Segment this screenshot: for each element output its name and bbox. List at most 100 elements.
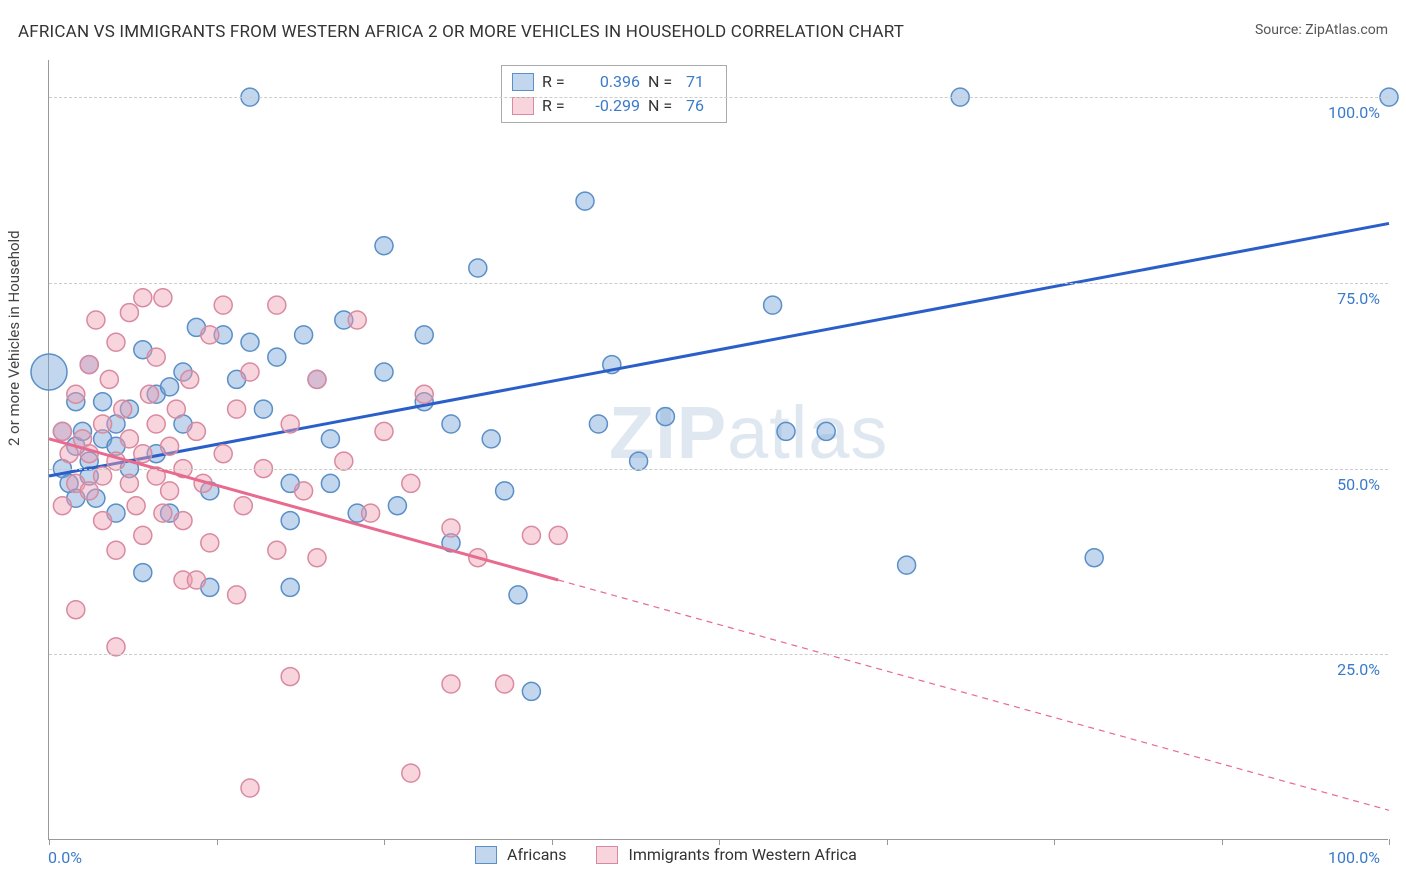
scatter-point bbox=[53, 422, 71, 440]
scatter-point bbox=[321, 430, 339, 448]
scatter-point bbox=[31, 354, 67, 390]
gridline-h bbox=[49, 283, 1388, 284]
scatter-point bbox=[308, 370, 326, 388]
scatter-point bbox=[107, 333, 125, 351]
scatter-point bbox=[154, 289, 172, 307]
scatter-point bbox=[375, 237, 393, 255]
scatter-point bbox=[214, 296, 232, 314]
scatter-point bbox=[589, 415, 607, 433]
legend-correlation-row: R =0.396N =71 bbox=[512, 70, 716, 94]
scatter-point bbox=[67, 385, 85, 403]
source-label: Source: ZipAtlas.com bbox=[1255, 22, 1388, 38]
scatter-point bbox=[482, 430, 500, 448]
scatter-point bbox=[141, 385, 159, 403]
legend-r-value: 0.396 bbox=[580, 70, 640, 94]
scatter-point bbox=[509, 586, 527, 604]
scatter-point bbox=[630, 452, 648, 470]
scatter-point bbox=[120, 304, 138, 322]
chart-svg bbox=[49, 60, 1388, 839]
legend-correlation: R =0.396N =71R =-0.299N =76 bbox=[501, 65, 727, 123]
scatter-point bbox=[442, 415, 460, 433]
x-tick bbox=[1054, 839, 1055, 845]
scatter-point bbox=[496, 482, 514, 500]
scatter-point bbox=[764, 296, 782, 314]
legend-swatch bbox=[596, 846, 618, 864]
scatter-point bbox=[241, 363, 259, 381]
scatter-point bbox=[201, 326, 219, 344]
scatter-point bbox=[87, 311, 105, 329]
trend-line bbox=[49, 439, 558, 580]
legend-r-key: R = bbox=[542, 70, 572, 94]
scatter-point bbox=[576, 192, 594, 210]
legend-swatch bbox=[512, 97, 534, 115]
scatter-point bbox=[134, 289, 152, 307]
scatter-point bbox=[388, 497, 406, 515]
scatter-point bbox=[348, 311, 366, 329]
x-tick bbox=[887, 839, 888, 845]
legend-swatch bbox=[475, 846, 497, 864]
scatter-point bbox=[53, 497, 71, 515]
scatter-point bbox=[268, 296, 286, 314]
scatter-point bbox=[549, 526, 567, 544]
scatter-point bbox=[161, 482, 179, 500]
scatter-point bbox=[161, 378, 179, 396]
scatter-point bbox=[107, 541, 125, 559]
scatter-point bbox=[442, 675, 460, 693]
scatter-point bbox=[295, 482, 313, 500]
x-tick bbox=[384, 839, 385, 845]
x-tick bbox=[217, 839, 218, 845]
scatter-point bbox=[241, 779, 259, 797]
legend-series-label: Immigrants from Western Africa bbox=[628, 845, 856, 864]
scatter-point bbox=[335, 452, 353, 470]
scatter-point bbox=[415, 385, 433, 403]
legend-series-label: Africans bbox=[507, 845, 566, 864]
scatter-point bbox=[1085, 549, 1103, 567]
scatter-point bbox=[496, 675, 514, 693]
scatter-point bbox=[469, 259, 487, 277]
scatter-point bbox=[181, 370, 199, 388]
scatter-point bbox=[94, 415, 112, 433]
scatter-point bbox=[281, 668, 299, 686]
scatter-point bbox=[167, 400, 185, 418]
scatter-point bbox=[402, 474, 420, 492]
plot-area: ZIPatlas R =0.396N =71R =-0.299N =76 25.… bbox=[48, 60, 1388, 840]
scatter-point bbox=[114, 400, 132, 418]
scatter-point bbox=[127, 497, 145, 515]
scatter-point bbox=[174, 512, 192, 530]
scatter-point bbox=[321, 474, 339, 492]
x-tick bbox=[1389, 839, 1390, 845]
x-tick-label: 0.0% bbox=[48, 848, 82, 892]
trend-line-extrapolated bbox=[558, 580, 1389, 810]
scatter-point bbox=[214, 445, 232, 463]
scatter-point bbox=[268, 541, 286, 559]
scatter-point bbox=[375, 363, 393, 381]
scatter-point bbox=[898, 556, 916, 574]
scatter-point bbox=[228, 400, 246, 418]
y-tick-label: 75.0% bbox=[1337, 289, 1380, 308]
scatter-point bbox=[80, 356, 98, 374]
scatter-point bbox=[161, 437, 179, 455]
legend-swatch bbox=[512, 73, 534, 91]
scatter-point bbox=[281, 415, 299, 433]
scatter-point bbox=[362, 504, 380, 522]
scatter-point bbox=[120, 474, 138, 492]
scatter-point bbox=[187, 571, 205, 589]
y-tick-label: 50.0% bbox=[1337, 475, 1380, 494]
scatter-point bbox=[94, 393, 112, 411]
scatter-point bbox=[375, 422, 393, 440]
scatter-point bbox=[154, 504, 172, 522]
scatter-point bbox=[402, 764, 420, 782]
scatter-point bbox=[120, 430, 138, 448]
y-tick-label: 25.0% bbox=[1337, 660, 1380, 679]
scatter-point bbox=[281, 512, 299, 530]
scatter-point bbox=[80, 482, 98, 500]
gridline-h bbox=[49, 97, 1388, 98]
scatter-point bbox=[100, 370, 118, 388]
y-axis-label: 2 or more Vehicles in Household bbox=[5, 230, 23, 446]
scatter-point bbox=[234, 497, 252, 515]
scatter-point bbox=[777, 422, 795, 440]
scatter-point bbox=[107, 638, 125, 656]
scatter-point bbox=[134, 445, 152, 463]
scatter-point bbox=[281, 578, 299, 596]
scatter-point bbox=[268, 348, 286, 366]
